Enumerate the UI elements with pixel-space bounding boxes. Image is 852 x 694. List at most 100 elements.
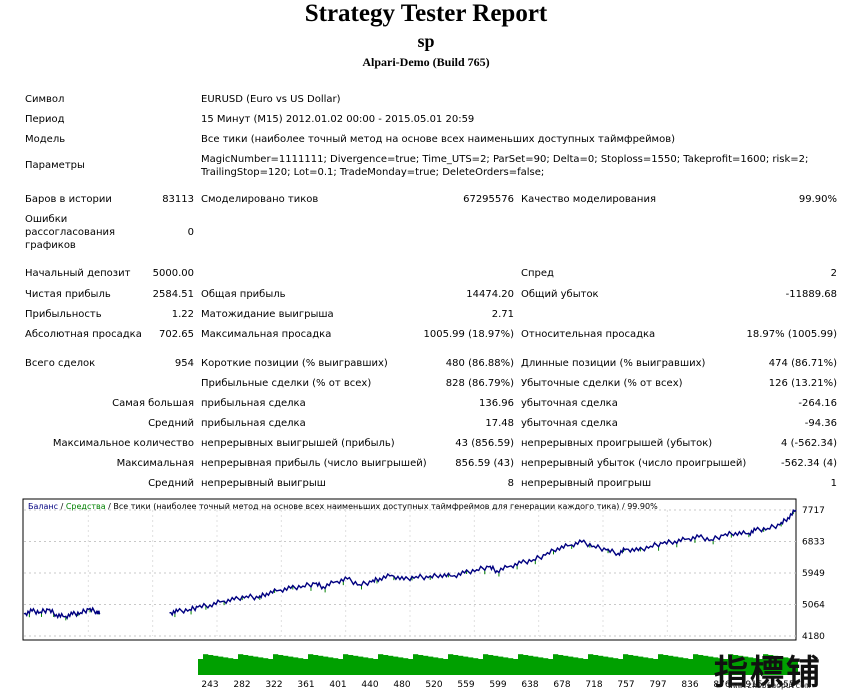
- volume-bar: [333, 658, 339, 675]
- volume-bar: [358, 656, 364, 675]
- volume-bar: [433, 657, 439, 675]
- volume-bar: [488, 655, 494, 675]
- volume-bar: [213, 655, 219, 675]
- loss-trades-label: Убыточные сделки (% от всех): [521, 378, 683, 389]
- x-tick-label: 361: [297, 680, 314, 690]
- volume-bar: [253, 656, 259, 675]
- volume-bar: [398, 657, 404, 675]
- volume-bar: [618, 659, 624, 675]
- volume-bar: [373, 659, 379, 675]
- volume-bar: [468, 657, 474, 675]
- balance-line: [169, 508, 797, 617]
- volume-bar: [318, 655, 324, 675]
- volume-bar: [388, 655, 394, 675]
- volume-bar: [403, 658, 409, 675]
- volume-bar: [518, 654, 524, 675]
- y-tick-label: 6833: [802, 537, 825, 547]
- volume-bar: [383, 655, 389, 675]
- volume-bar: [738, 655, 744, 675]
- x-tick-label: 915: [745, 680, 762, 690]
- balance-chart: Баланс / Средства / Все тики (наиболее т…: [22, 498, 848, 642]
- watermark-url: www.zhibiaopu.com: [728, 681, 810, 690]
- volume-bar: [368, 658, 374, 675]
- errors-label-2: рассогласования: [25, 227, 116, 238]
- volume-bar: [268, 659, 274, 675]
- volume-bar: [638, 656, 644, 675]
- volume-bar: [438, 658, 444, 675]
- avg-wins-label: непрерывный выигрыш: [201, 478, 326, 489]
- volume-bar: [728, 654, 734, 675]
- y-tick-label: 7717: [802, 506, 825, 516]
- volume-bar: [458, 655, 464, 675]
- errors-label-3: графиков: [25, 240, 76, 251]
- volume-bar: [343, 654, 349, 675]
- volume-bar: [303, 659, 309, 675]
- volume-bar: [248, 655, 254, 675]
- volume-bar: [628, 655, 634, 675]
- volume-bar: [563, 655, 569, 675]
- volume-bar: [348, 655, 354, 675]
- volume-bar: [378, 654, 384, 675]
- volume-bar: [233, 659, 239, 675]
- cons-profit-value: 856.59 (43): [455, 458, 514, 469]
- rel-drawdown-value: 18.97% (1005.99): [746, 329, 837, 340]
- rel-drawdown-label: Относительная просадка: [521, 329, 656, 340]
- volume-bar: [763, 654, 769, 675]
- chart-legend: Баланс / Средства / Все тики (наиболее т…: [28, 502, 658, 511]
- model-label: Модель: [25, 134, 66, 145]
- volume-bar: [428, 656, 434, 675]
- loss-trades-value: 126 (13.21%): [768, 378, 837, 389]
- ticks-label: Смоделировано тиков: [201, 194, 319, 205]
- volume-bar: [528, 655, 534, 675]
- volume-bar: [688, 659, 694, 675]
- total-trades-label: Всего сделок: [25, 358, 96, 369]
- long-positions-value: 474 (86.71%): [768, 358, 837, 369]
- abs-drawdown-value: 702.65: [159, 329, 194, 340]
- volume-bar: [553, 654, 559, 675]
- expert-name: sp: [417, 31, 435, 51]
- volume-bar: [243, 655, 249, 675]
- legend-equity: Средства: [66, 502, 106, 511]
- avg-losses-value: 1: [830, 478, 837, 489]
- volume-bar: [288, 656, 294, 675]
- volume-bar: [473, 658, 479, 675]
- volume-bar: [583, 659, 589, 675]
- volume-bar: [633, 655, 639, 675]
- x-tick-label: 955: [777, 680, 794, 690]
- volume-bar: [718, 658, 724, 675]
- avg-profit-value: 17.48: [485, 418, 514, 429]
- volume-bar: [263, 658, 269, 675]
- x-tick-label: 599: [489, 680, 506, 690]
- volume-bar: [598, 655, 604, 675]
- profit-trades-value: 828 (86.79%): [445, 378, 514, 389]
- cons-loss-label: непрерывный убыток (число проигрышей): [521, 458, 747, 469]
- avg-loss-value: -94.36: [804, 418, 837, 429]
- symbol-label: Символ: [25, 94, 65, 105]
- volume-bar: [308, 654, 314, 675]
- volume-bar: [408, 659, 414, 675]
- y-tick-label: 4180: [802, 632, 825, 642]
- deposit-label: Начальный депозит: [25, 268, 131, 279]
- server-name: Alpari-Demo (Build 765): [362, 55, 490, 69]
- volume-bar: [653, 659, 659, 675]
- volume-bar: [313, 655, 319, 675]
- net-profit-value: 2584.51: [152, 289, 194, 300]
- volume-bar: [608, 657, 614, 675]
- x-tick-label: 480: [393, 680, 410, 690]
- model-value: Все тики (наиболее точный метод на основ…: [201, 134, 676, 145]
- y-tick-label: 5064: [802, 601, 825, 611]
- volume-bar: [298, 658, 304, 675]
- volume-bar: [463, 656, 469, 675]
- x-tick-label: 876: [713, 680, 730, 690]
- volume-bar: [338, 659, 344, 675]
- largest-label: Самая большая: [112, 398, 194, 409]
- volume-bar: [668, 655, 674, 675]
- volume-bar: [603, 656, 609, 675]
- volume-bar: [493, 655, 499, 675]
- volume-bar: [523, 655, 529, 675]
- max-value-label: Максимальная: [116, 458, 194, 469]
- average-label: Средний: [148, 418, 194, 429]
- profit-factor-value: 1.22: [171, 309, 194, 320]
- avg-wins-value: 8: [507, 478, 514, 489]
- x-tick-label: 282: [233, 680, 250, 690]
